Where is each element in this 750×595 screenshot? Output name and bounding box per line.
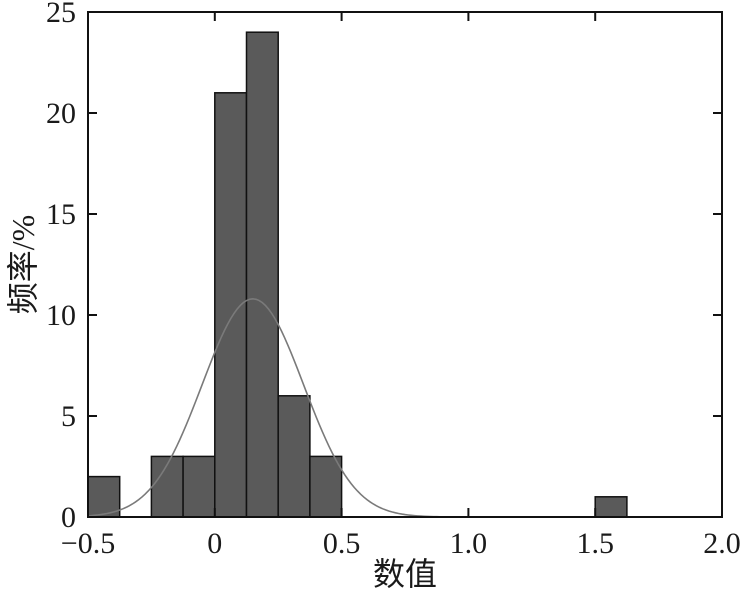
y-axis-title: 频率/% [5,215,41,315]
x-tick-label-1: 0 [207,527,222,560]
y-tick-label-1: 5 [61,400,76,433]
y-tick-label-3: 15 [46,198,76,231]
bars-layer [87,31,628,518]
histogram-bar-6 [277,395,311,518]
x-tick-label-4: 1.5 [576,527,614,560]
histogram-bar-7 [309,455,343,518]
histogram-bar-8 [594,496,628,518]
plot-frame [87,11,723,518]
histogram-bar-3 [182,455,216,518]
x-tick-label-0: −0.5 [61,527,115,560]
histogram-bar-5 [245,31,279,518]
y-tick-label-5: 25 [46,0,76,29]
x-tick-label-2: 0.5 [323,527,361,560]
x-tick-label-3: 1.0 [450,527,488,560]
y-tick-label-2: 10 [46,299,76,332]
x-axis-title: 数值 [373,556,437,592]
ticks-layer [87,11,723,518]
y-tick-label-0: 0 [61,501,76,534]
x-tick-label-5: 2.0 [703,527,741,560]
y-tick-label-4: 20 [46,97,76,130]
